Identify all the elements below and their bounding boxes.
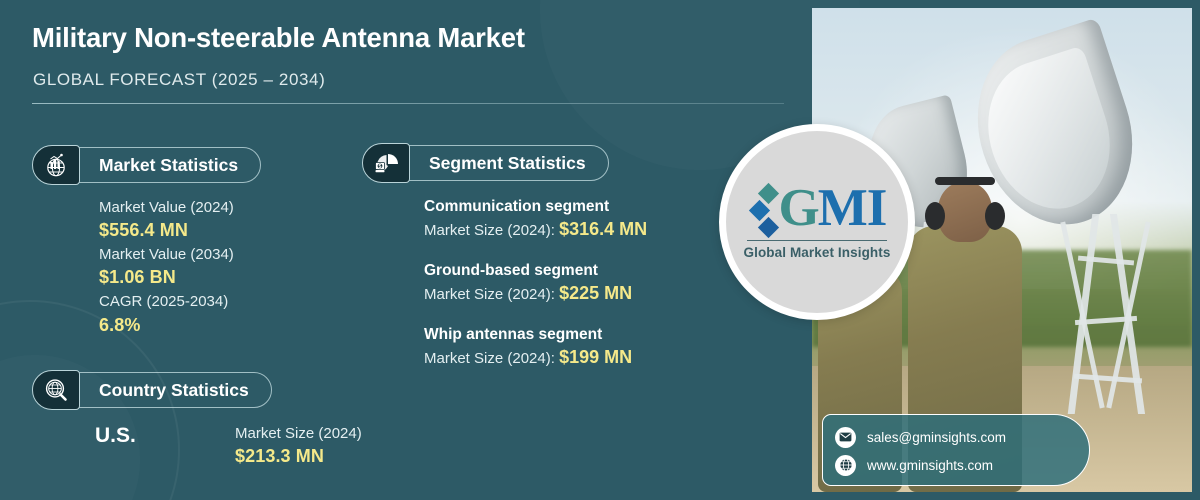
soldier-headset-earcup xyxy=(985,202,1005,230)
gmi-tagline: Global Market Insights xyxy=(743,245,891,261)
envelope-icon xyxy=(835,426,856,448)
segment-statistics-pill: Segment Statistics xyxy=(406,145,609,181)
segment-row: Ground-based segment Market Size (2024):… xyxy=(424,262,647,304)
country-value-group: Market Size (2024) $213.3 MN xyxy=(235,424,362,468)
gmi-letter-g: G xyxy=(778,179,820,238)
segment-label: Market Size (2024): xyxy=(424,222,555,239)
soldier-headset-band xyxy=(935,177,995,185)
contact-website: www.gminsights.com xyxy=(867,457,994,473)
segment-line: Market Size (2024): $199 MN xyxy=(424,347,647,368)
svg-text:$: $ xyxy=(378,163,381,169)
segment-name: Ground-based segment xyxy=(424,262,598,279)
segment-row: Communication segment Market Size (2024)… xyxy=(424,198,647,240)
segment-statistics-badge: $ Segment Statistics xyxy=(362,143,609,183)
soldier-head xyxy=(938,182,992,242)
stat-row: Market Value (2034) $1.06 BN xyxy=(99,245,234,289)
segment-row: Whip antennas segment Market Size (2024)… xyxy=(424,326,647,368)
stat-row: CAGR (2025-2034) 6.8% xyxy=(99,292,234,336)
country-stat-label: Market Size (2024) xyxy=(235,425,362,442)
stat-value: $1.06 BN xyxy=(99,267,176,288)
gmi-logo-mark: G MI xyxy=(748,179,888,238)
page-subtitle: GLOBAL FORECAST (2025 – 2034) xyxy=(33,70,326,89)
stat-row: Market Value (2024) $556.4 MN xyxy=(99,198,234,242)
stat-value: $556.4 MN xyxy=(99,220,188,241)
gmi-diamond-icon xyxy=(748,182,779,238)
country-statistics-pill: Country Statistics xyxy=(76,372,272,408)
gmi-logo-divider xyxy=(747,239,887,242)
segment-statistics-label: Segment Statistics xyxy=(429,152,586,173)
globe-magnifier-icon xyxy=(32,370,80,410)
header-divider xyxy=(32,103,784,104)
segment-value: $316.4 MN xyxy=(559,219,648,239)
left-content-panel: Military Non-steerable Antenna Market GL… xyxy=(32,22,784,468)
segment-line: Market Size (2024): $316.4 MN xyxy=(424,219,647,240)
globe-icon xyxy=(835,454,856,476)
gmi-logo: G MI Global Market Insights xyxy=(719,124,915,320)
globe-bar-chart-icon xyxy=(32,145,80,185)
segment-label: Market Size (2024): xyxy=(424,286,555,303)
stat-label: Market Value (2034) xyxy=(99,246,234,264)
segment-name: Communication segment xyxy=(424,198,610,215)
country-name: U.S. xyxy=(95,424,136,447)
page-title: Military Non-steerable Antenna Market xyxy=(32,22,525,53)
country-stat-value: $213.3 MN xyxy=(235,446,324,467)
segment-line: Market Size (2024): $225 MN xyxy=(424,283,647,304)
stat-label: Market Value (2024) xyxy=(99,199,234,216)
contact-email-row[interactable]: sales@gminsights.com xyxy=(835,423,1089,451)
segment-label: Market Size (2024): xyxy=(424,350,555,367)
segment-value: $225 MN xyxy=(559,283,633,303)
market-statistics-badge: Market Statistics xyxy=(32,145,262,185)
segment-name: Whip antennas segment xyxy=(424,326,603,343)
stat-value: 6.8% xyxy=(99,314,141,335)
country-statistics-row: U.S. Market Size (2024) $213.3 MN xyxy=(95,424,362,468)
country-statistics-label: Country Statistics xyxy=(99,379,249,400)
market-statistics-pill: Market Statistics xyxy=(76,147,262,183)
market-statistics-label: Market Statistics xyxy=(99,154,239,175)
segment-statistics-list: Communication segment Market Size (2024)… xyxy=(424,198,647,390)
country-statistics-badge: Country Statistics xyxy=(32,370,272,410)
contact-website-row[interactable]: www.gminsights.com xyxy=(835,451,1089,479)
soldier-headset-earcup xyxy=(925,202,945,230)
contact-email: sales@gminsights.com xyxy=(867,429,1007,445)
contact-panel: sales@gminsights.com www.gminsights.com xyxy=(822,414,1090,486)
gmi-letters-mi: MI xyxy=(817,179,888,238)
stat-label: CAGR (2025-2034) xyxy=(99,293,229,311)
market-statistics-list: Market Value (2024) $556.4 MN Market Val… xyxy=(99,198,234,340)
segment-value: $199 MN xyxy=(559,347,633,367)
pie-chart-money-icon: $ xyxy=(362,143,410,183)
